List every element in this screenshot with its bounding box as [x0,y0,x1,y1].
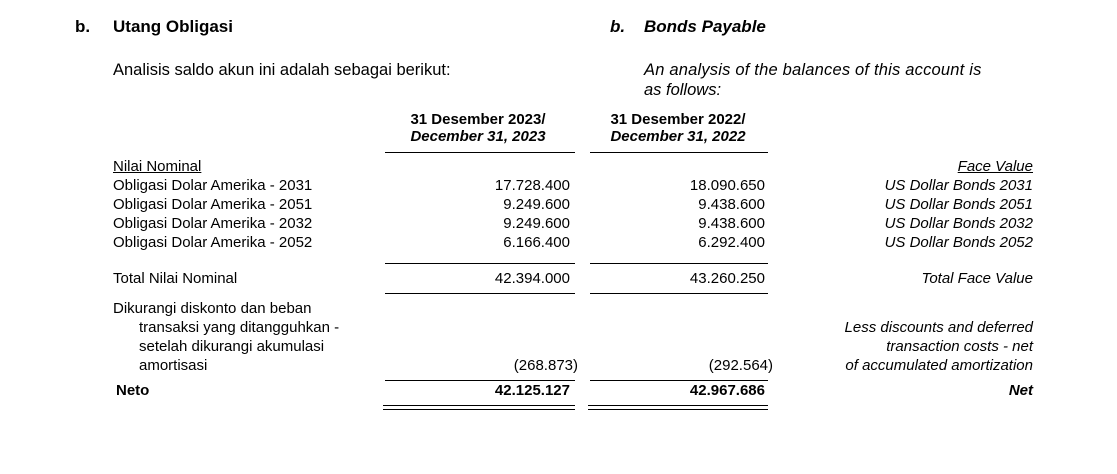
column-header: 31 Desember 2022/ [610,111,746,128]
net-value: 42.125.127 [494,382,570,399]
column-header: December 31, 2022 [610,128,746,145]
double-rule [383,409,575,410]
less-label: setelah dikurangi akumulasi [139,338,325,355]
rule [385,380,575,381]
column-header: December 31, 2023 [410,128,546,145]
column-header: 31 Desember 2023/ [410,111,546,128]
rule [590,152,768,153]
section-title: Utang Obligasi [113,17,233,36]
row-value: 9.249.600 [503,215,570,232]
less-value: (268.873) [513,357,578,374]
double-rule [588,405,768,406]
row-label-en: US Dollar Bonds 2032 [884,215,1033,232]
less-label: Dikurangi diskonto dan beban [113,300,312,317]
less-label: amortisasi [139,357,208,374]
net-label: Neto [116,382,150,399]
row-label: Obligasi Dolar Amerika - 2052 [113,234,313,251]
section-letter-en: b. [610,17,626,36]
total-value: 42.394.000 [494,270,570,287]
section-title-en: Bonds Payable [644,17,766,36]
total-label: Total Nilai Nominal [113,270,238,287]
row-label: Obligasi Dolar Amerika - 2051 [113,196,313,213]
rule [590,263,768,264]
intro-en: An analysis of the balances of this acco… [644,61,982,79]
total-value: 43.260.250 [689,270,765,287]
double-rule [588,409,768,410]
row-label-en: US Dollar Bonds 2031 [884,177,1033,194]
row-value: 6.166.400 [503,234,570,251]
rule [590,380,768,381]
row-label-en: US Dollar Bonds 2052 [884,234,1033,251]
intro: Analisis saldo akun ini adalah sebagai b… [113,61,451,79]
double-rule [383,405,575,406]
section-letter: b. [75,17,91,36]
rule [385,152,575,153]
row-value: 18.090.650 [689,177,765,194]
net-value: 42.967.686 [689,382,765,399]
row-value: 6.292.400 [698,234,765,251]
row-label-en: US Dollar Bonds 2051 [884,196,1033,213]
less-label-en: of accumulated amortization [845,357,1033,374]
row-value: 9.249.600 [503,196,570,213]
section-label: Nilai Nominal [113,158,202,175]
net-label-en: Net [1008,382,1033,399]
less-label: transaksi yang ditangguhkan - [139,319,340,336]
less-label-en: transaction costs - net [886,338,1033,355]
less-value: (292.564) [708,357,773,374]
total-label-en: Total Face Value [921,270,1033,287]
less-label-en: Less discounts and deferred [844,319,1033,336]
row-value: 9.438.600 [698,196,765,213]
section-label-en: Face Value [957,158,1033,175]
intro-en: as follows: [644,81,722,99]
rule [385,263,575,264]
row-value: 17.728.400 [494,177,570,194]
row-value: 9.438.600 [698,215,765,232]
rule [385,293,575,294]
row-label: Obligasi Dolar Amerika - 2032 [113,215,313,232]
row-label: Obligasi Dolar Amerika - 2031 [113,177,313,194]
rule [590,293,768,294]
